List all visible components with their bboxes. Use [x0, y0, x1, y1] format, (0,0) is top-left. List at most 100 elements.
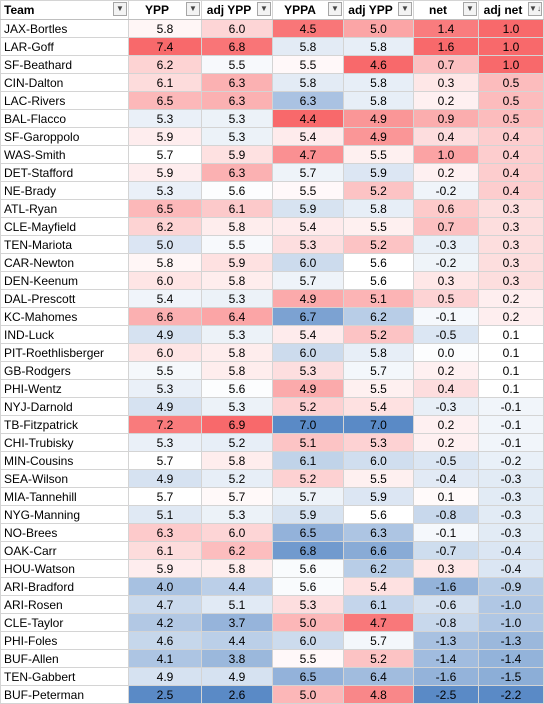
cell-team[interactable]: BUF-Peterman [0, 685, 129, 704]
cell-adj-net[interactable]: -0.1 [478, 433, 544, 452]
cell-adj-ypp[interactable]: 5.5 [201, 55, 273, 74]
cell-adj-yppa[interactable]: 5.9 [343, 163, 414, 182]
cell-adj-yppa[interactable]: 6.2 [343, 559, 414, 578]
filter-dropdown-icon[interactable]: ▼ [257, 2, 271, 16]
cell-adj-yppa[interactable]: 5.8 [343, 37, 414, 56]
cell-adj-net[interactable]: -1.4 [478, 649, 544, 668]
cell-adj-ypp[interactable]: 5.3 [201, 289, 273, 308]
cell-adj-yppa[interactable]: 5.7 [343, 631, 414, 650]
cell-ypp[interactable]: 5.3 [128, 379, 202, 398]
cell-yppa[interactable]: 6.8 [272, 541, 344, 560]
cell-net[interactable]: 0.7 [413, 217, 479, 236]
cell-net[interactable]: 0.4 [413, 127, 479, 146]
cell-adj-net[interactable]: -0.3 [478, 523, 544, 542]
cell-ypp[interactable]: 5.3 [128, 181, 202, 200]
cell-adj-net[interactable]: -0.1 [478, 397, 544, 416]
filter-dropdown-icon[interactable]: ▼ [186, 2, 200, 16]
cell-adj-net[interactable]: -0.9 [478, 577, 544, 596]
cell-yppa[interactable]: 5.2 [272, 397, 344, 416]
cell-yppa[interactable]: 6.0 [272, 253, 344, 272]
cell-yppa[interactable]: 5.0 [272, 685, 344, 704]
cell-ypp[interactable]: 5.9 [128, 163, 202, 182]
cell-adj-yppa[interactable]: 5.0 [343, 19, 414, 38]
cell-yppa[interactable]: 5.8 [272, 73, 344, 92]
cell-team[interactable]: SEA-Wilson [0, 469, 129, 488]
cell-adj-yppa[interactable]: 4.8 [343, 685, 414, 704]
cell-yppa[interactable]: 5.8 [272, 37, 344, 56]
cell-team[interactable]: MIN-Cousins [0, 451, 129, 470]
cell-adj-ypp[interactable]: 6.2 [201, 541, 273, 560]
cell-adj-yppa[interactable]: 6.0 [343, 451, 414, 470]
cell-net[interactable]: 0.2 [413, 163, 479, 182]
cell-net[interactable]: -0.3 [413, 235, 479, 254]
cell-team[interactable]: ARI-Bradford [0, 577, 129, 596]
cell-adj-yppa[interactable]: 5.8 [343, 199, 414, 218]
cell-ypp[interactable]: 5.3 [128, 433, 202, 452]
cell-net[interactable]: -0.8 [413, 505, 479, 524]
cell-team[interactable]: NO-Brees [0, 523, 129, 542]
cell-yppa[interactable]: 5.3 [272, 595, 344, 614]
cell-adj-net[interactable]: 0.5 [478, 109, 544, 128]
cell-ypp[interactable]: 6.5 [128, 91, 202, 110]
cell-yppa[interactable]: 5.5 [272, 181, 344, 200]
cell-adj-yppa[interactable]: 4.9 [343, 109, 414, 128]
cell-net[interactable]: 1.6 [413, 37, 479, 56]
filter-dropdown-icon[interactable]: ▼ [463, 2, 477, 16]
cell-adj-ypp[interactable]: 5.8 [201, 559, 273, 578]
cell-adj-ypp[interactable]: 3.8 [201, 649, 273, 668]
cell-team[interactable]: DET-Stafford [0, 163, 129, 182]
cell-yppa[interactable]: 5.3 [272, 361, 344, 380]
cell-net[interactable]: 0.0 [413, 343, 479, 362]
cell-ypp[interactable]: 2.5 [128, 685, 202, 704]
cell-net[interactable]: -0.6 [413, 595, 479, 614]
cell-net[interactable]: -1.6 [413, 577, 479, 596]
cell-team[interactable]: WAS-Smith [0, 145, 129, 164]
cell-ypp[interactable]: 4.9 [128, 667, 202, 686]
cell-ypp[interactable]: 4.9 [128, 325, 202, 344]
cell-net[interactable]: -0.3 [413, 397, 479, 416]
cell-net[interactable]: -0.2 [413, 181, 479, 200]
cell-yppa[interactable]: 5.7 [272, 487, 344, 506]
cell-adj-ypp[interactable]: 3.7 [201, 613, 273, 632]
cell-net[interactable]: 0.2 [413, 415, 479, 434]
cell-adj-ypp[interactable]: 5.8 [201, 451, 273, 470]
cell-adj-net[interactable]: 0.5 [478, 91, 544, 110]
cell-adj-yppa[interactable]: 5.5 [343, 217, 414, 236]
cell-ypp[interactable]: 7.2 [128, 415, 202, 434]
cell-team[interactable]: TEN-Gabbert [0, 667, 129, 686]
cell-adj-yppa[interactable]: 5.5 [343, 379, 414, 398]
cell-adj-ypp[interactable]: 6.8 [201, 37, 273, 56]
cell-team[interactable]: NE-Brady [0, 181, 129, 200]
cell-ypp[interactable]: 5.0 [128, 235, 202, 254]
cell-yppa[interactable]: 6.0 [272, 631, 344, 650]
cell-team[interactable]: SF-Beathard [0, 55, 129, 74]
cell-adj-net[interactable]: 0.3 [478, 199, 544, 218]
cell-adj-net[interactable]: 0.3 [478, 253, 544, 272]
cell-yppa[interactable]: 4.5 [272, 19, 344, 38]
cell-net[interactable]: -0.1 [413, 523, 479, 542]
cell-adj-net[interactable]: -0.2 [478, 451, 544, 470]
cell-ypp[interactable]: 6.0 [128, 271, 202, 290]
cell-team[interactable]: CIN-Dalton [0, 73, 129, 92]
cell-net[interactable]: 0.6 [413, 199, 479, 218]
cell-team[interactable]: ATL-Ryan [0, 199, 129, 218]
cell-ypp[interactable]: 5.1 [128, 505, 202, 524]
cell-net[interactable]: 0.9 [413, 109, 479, 128]
cell-adj-net[interactable]: 0.5 [478, 73, 544, 92]
cell-adj-ypp[interactable]: 2.6 [201, 685, 273, 704]
cell-ypp[interactable]: 5.8 [128, 253, 202, 272]
cell-team[interactable]: BUF-Allen [0, 649, 129, 668]
cell-net[interactable]: 0.2 [413, 433, 479, 452]
cell-adj-ypp[interactable]: 5.3 [201, 397, 273, 416]
cell-net[interactable]: -0.5 [413, 451, 479, 470]
cell-net[interactable]: -0.2 [413, 253, 479, 272]
cell-yppa[interactable]: 6.5 [272, 667, 344, 686]
filter-dropdown-icon[interactable]: ▼ [328, 2, 342, 16]
cell-adj-yppa[interactable]: 5.2 [343, 235, 414, 254]
cell-adj-ypp[interactable]: 6.3 [201, 73, 273, 92]
cell-adj-ypp[interactable]: 6.1 [201, 199, 273, 218]
cell-adj-ypp[interactable]: 6.3 [201, 163, 273, 182]
cell-yppa[interactable]: 5.4 [272, 127, 344, 146]
cell-team[interactable]: IND-Luck [0, 325, 129, 344]
cell-adj-net[interactable]: 0.3 [478, 235, 544, 254]
